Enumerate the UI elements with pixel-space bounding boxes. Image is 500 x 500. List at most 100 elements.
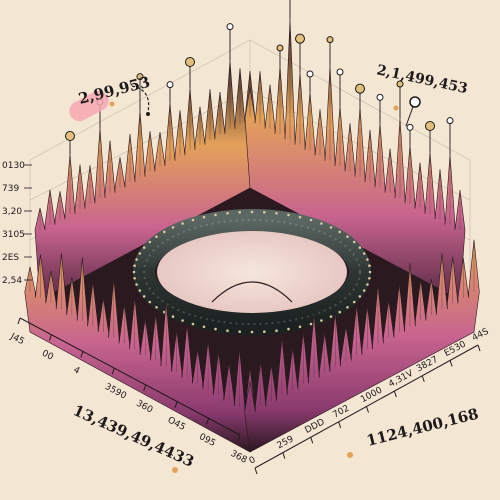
ring-dot — [181, 319, 184, 322]
ring-dot — [155, 306, 158, 309]
arrow-head-dot — [146, 112, 150, 116]
left-axis-tick — [143, 384, 147, 392]
ring-dot — [362, 289, 366, 292]
right-axis-tick — [393, 390, 397, 398]
left-axis-tick — [174, 401, 178, 408]
right-axis-tick — [338, 421, 342, 429]
right-axis-tick — [449, 360, 453, 367]
ring-dot — [171, 226, 175, 229]
ring-dot — [358, 246, 362, 249]
marker-dot — [425, 121, 435, 131]
ring-dot — [202, 215, 206, 219]
ring-dot — [132, 270, 136, 274]
left-axis-tick — [80, 351, 84, 358]
pink-highlight — [69, 90, 109, 122]
spike-band-back-left — [34, 60, 256, 301]
ring-dot — [263, 211, 266, 214]
ring-dot — [368, 264, 371, 268]
ring-dot — [250, 210, 254, 214]
ring-dot — [287, 213, 290, 217]
ring-dot — [368, 277, 371, 280]
left-axis-tick-label: O45 — [166, 415, 187, 433]
ring-dot — [181, 222, 184, 225]
ring-dot — [320, 319, 323, 322]
ring-dot — [163, 230, 166, 234]
ring-dot — [138, 289, 142, 292]
ring-dot — [148, 300, 152, 304]
right-axis-tick — [366, 406, 369, 413]
left-axis-tick-label: 095 — [197, 432, 217, 449]
ring-dot — [135, 258, 138, 261]
y-axis-tick-label: 3,20 — [2, 207, 22, 217]
annotation-top-left: 2,99,953 — [77, 73, 152, 108]
left-axis-line — [19, 317, 241, 436]
pointer-line-right — [405, 103, 415, 127]
right-axis-tick — [282, 452, 286, 459]
ring-dot — [309, 218, 313, 222]
marker-dot — [326, 36, 334, 44]
pointer-dot-right — [409, 96, 421, 108]
curved-arrow — [131, 85, 150, 113]
left-axis-tick — [206, 418, 210, 425]
ring-dot — [238, 211, 241, 214]
marker-dot — [226, 23, 234, 31]
small-dot-1 — [109, 101, 115, 107]
left-axis-tick — [111, 367, 115, 375]
y-axis-tick-label: 739 — [2, 184, 19, 194]
ring-dots — [132, 210, 372, 334]
ring-dot — [263, 330, 266, 334]
ring-dot — [171, 315, 175, 318]
ring-dot — [155, 235, 158, 238]
marker-dot — [406, 123, 414, 131]
annotation-bottom-right: 1124,400,168 — [365, 405, 481, 450]
ring-dot — [214, 327, 217, 331]
ring-dot — [352, 240, 356, 244]
ring-dot — [226, 212, 229, 215]
ring-dot — [142, 246, 146, 249]
annotation-top-right: 2,1,499,453 — [375, 62, 469, 97]
ring-dot — [133, 264, 136, 268]
marker-dot — [295, 33, 305, 44]
ring-dot — [362, 252, 366, 255]
ring-dot — [329, 315, 333, 318]
ring-dot — [298, 215, 302, 219]
y-axis-tick-label: 2,54 — [2, 276, 22, 286]
left-axis-tick — [17, 317, 21, 325]
marker-dot — [376, 93, 384, 101]
ring-dot — [238, 330, 241, 334]
ring-dot — [142, 295, 146, 298]
marker-dot — [336, 68, 344, 76]
ring-dot — [275, 212, 278, 215]
left-axis-tick-label: 3590 — [103, 382, 128, 402]
ring-dot — [298, 325, 302, 329]
ring-dot — [138, 252, 142, 255]
ring-dot — [346, 235, 349, 238]
decor — [69, 85, 421, 473]
small-dot-3 — [172, 467, 178, 473]
marker-dot — [355, 83, 365, 94]
small-dot-4 — [347, 452, 353, 458]
y-axis-tick-label: 2ES — [2, 253, 19, 263]
spike-band-front-right — [244, 239, 480, 453]
ring-dot — [214, 213, 217, 217]
ring-dot — [346, 306, 349, 309]
left-axis-tick-label: 368 — [229, 449, 249, 466]
left-axis-tick — [48, 334, 52, 341]
y-axis-tick-label: 3105 — [2, 230, 25, 240]
ring-dot — [329, 226, 333, 229]
left-axis-tick-label: J45 — [8, 331, 26, 347]
ring-dot — [338, 230, 342, 234]
spike-band-front-left — [24, 253, 256, 453]
right-axis-tick-label: 0 — [248, 455, 258, 467]
marker-dot — [446, 117, 454, 125]
inner-floor — [157, 230, 347, 314]
y-axis-ticks: 0130 739 3,20 3105 2ES 2,54 — [2, 161, 32, 286]
left-axis-tick-label: 360 — [134, 399, 154, 416]
ring-dot — [202, 325, 206, 329]
marker-dot — [396, 80, 404, 88]
ring-dot — [309, 322, 313, 326]
ring-dot — [250, 330, 254, 334]
left-axis-tick-label: 4 — [71, 365, 81, 377]
ring-dot — [287, 327, 290, 331]
spike-band-back-right — [244, 19, 466, 301]
